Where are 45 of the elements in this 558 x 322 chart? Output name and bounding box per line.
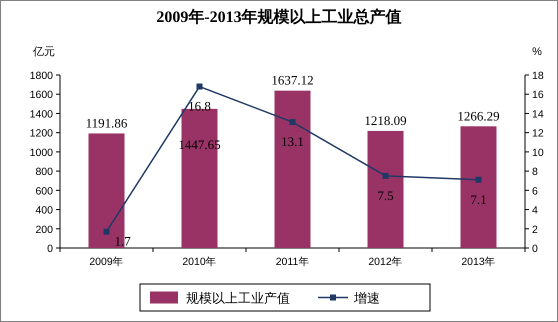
y-axis-title: 亿元 [32, 46, 55, 58]
data-label: 13.1 [281, 134, 304, 150]
data-label: 1191.86 [86, 115, 128, 130]
y2-tick-label: 6 [532, 185, 538, 198]
x-tick-label: 2009年 [89, 256, 124, 268]
y2-tick-label: 10 [532, 146, 544, 159]
y-tick-label: 1400 [30, 108, 54, 120]
y2-axis-title: % [532, 46, 542, 58]
y2-tick-label: 12 [532, 128, 544, 140]
legend-label: 规模以上工业产值 [186, 290, 290, 306]
y-tick-label: 1600 [30, 89, 54, 102]
bar [460, 126, 496, 248]
data-label: 1218.09 [364, 112, 407, 128]
chart-title: 2009年-2013年规模以上工业总产值 [156, 8, 402, 26]
data-label: 7.1 [470, 192, 487, 207]
y-tick-label: 0 [47, 243, 54, 255]
y2-tick-label: 16 [532, 89, 544, 102]
y2-tick-label: 0 [532, 243, 538, 255]
y2-tick-label: 8 [532, 166, 538, 178]
y-tick-label: 800 [35, 166, 54, 178]
point [196, 84, 202, 90]
y2-tick-label: 14 [532, 108, 544, 120]
legend-label: 增速 [353, 290, 380, 306]
y-tick-label: 1200 [30, 128, 54, 140]
y-tick-label: 400 [35, 204, 54, 217]
point [290, 119, 296, 126]
x-tick-label: 2011年 [276, 256, 310, 268]
y-tick-label: 200 [35, 224, 54, 236]
data-label: 1637.12 [271, 72, 314, 88]
y-tick-label: 1800 [30, 70, 54, 82]
data-label: 7.5 [377, 188, 394, 203]
point [476, 176, 482, 183]
y2-tick-label: 18 [532, 70, 544, 82]
y2-tick-label: 4 [532, 204, 538, 217]
point [104, 228, 110, 235]
bar [274, 90, 310, 248]
y2-tick-label: 2 [532, 224, 538, 236]
point [382, 172, 388, 179]
bar [368, 130, 404, 248]
x-tick-label: 2010年 [182, 256, 217, 268]
y-tick-label: 1000 [30, 146, 54, 159]
x-tick-label: 2013年 [461, 256, 496, 268]
y-tick-label: 600 [35, 185, 54, 198]
x-tick-label: 2012年 [368, 256, 403, 268]
data-label: 1266.29 [457, 108, 500, 124]
